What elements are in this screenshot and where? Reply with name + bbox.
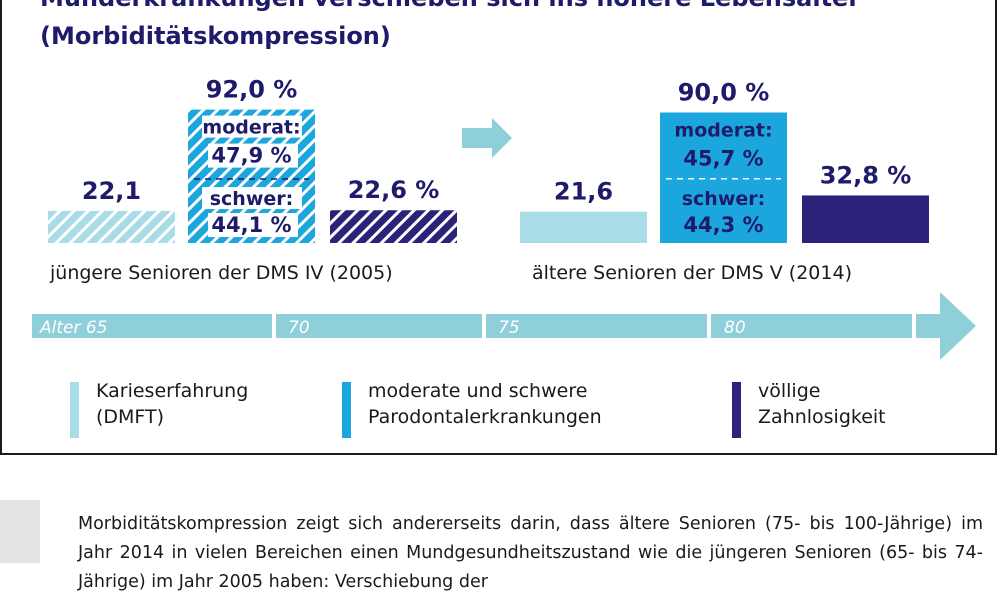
segment-name-schwer-2014: schwer: [682, 188, 766, 210]
legend-swatch-edentulism [732, 382, 741, 438]
bar-periodontal-2014 [660, 112, 787, 243]
side-decoration [0, 500, 40, 563]
legend-swatch-periodontal [342, 382, 351, 438]
age-tick-75: 75 [498, 318, 520, 338]
age-axis-segment-0 [32, 314, 272, 338]
age-axis-segment-3 [711, 314, 912, 338]
value-label-periodontal-2014: 90,0 % [678, 79, 770, 107]
segment-label-bg-schwer-2005 [202, 187, 302, 210]
segment-name-moderat-2005: moderat: [202, 117, 300, 139]
chart-title-line1: Munderkrankungen verschieben sich ins hö… [40, 0, 860, 12]
segment-value-moderat-2014: 45,7 % [683, 147, 763, 171]
segment-value-schwer-2005: 44,1 % [211, 213, 291, 237]
body-paragraph: Morbiditätskompression zeigt sich andere… [78, 513, 983, 592]
transition-arrow-icon [462, 118, 512, 158]
group-label-2005: jüngere Senioren der DMS IV (2005) [50, 262, 393, 284]
legend-swatch-caries [70, 382, 79, 438]
bar-edentulism-2014 [802, 195, 929, 243]
segment-label-bg-moderat-2005 [202, 115, 302, 138]
segment-value-schwer-2014: 44,3 % [683, 213, 763, 237]
value-label-periodontal-2005: 92,0 % [206, 76, 298, 104]
bar-chart: 22,1 92,0 % moderat: 47,9 % schwer: 44,1 % 22,… [32, 76, 976, 360]
chart-title-line2: (Morbiditätskompression) [40, 22, 391, 50]
legend-edentulism-line2: Zahnlosigkeit [758, 406, 886, 428]
segment-value-bg-schwer-2005 [208, 213, 298, 238]
segment-value-bg-moderat-2005 [208, 143, 298, 168]
legend-periodontal-line1: moderate und schwere [368, 380, 588, 402]
value-label-edentulism-2014: 32,8 % [820, 161, 912, 189]
value-label-caries-2014: 21,6 [554, 178, 613, 206]
segment-name-schwer-2005: schwer: [210, 188, 294, 210]
segment-value-moderat-2005: 47,9 % [211, 144, 291, 168]
age-tick-70: 70 [288, 318, 310, 338]
legend-caries-line2: (DMFT) [96, 406, 165, 428]
value-label-caries-2005: 22,1 [82, 177, 141, 205]
age-axis-segment-2 [486, 314, 707, 338]
segment-name-moderat-2014: moderat: [674, 120, 772, 142]
legend: Karieserfahrung (DMFT) moderate und schw… [70, 378, 970, 438]
legend-caries-line1: Karieserfahrung [96, 380, 249, 402]
value-label-edentulism-2005: 22,6 % [348, 176, 440, 204]
bar-caries-2014 [520, 211, 647, 243]
bar-caries-2005 [48, 210, 175, 243]
legend-edentulism-line1: völlige [758, 380, 821, 402]
group-label-2014: ältere Senioren der DMS V (2014) [532, 262, 852, 284]
bar-edentulism-2005 [330, 210, 457, 243]
age-axis-segment-1 [276, 314, 482, 338]
age-axis-arrow-icon [916, 292, 976, 360]
age-tick-80: 80 [724, 318, 746, 338]
age-tick-65: Alter 65 [39, 318, 108, 338]
legend-periodontal-line2: Parodontalerkrankungen [368, 406, 602, 428]
